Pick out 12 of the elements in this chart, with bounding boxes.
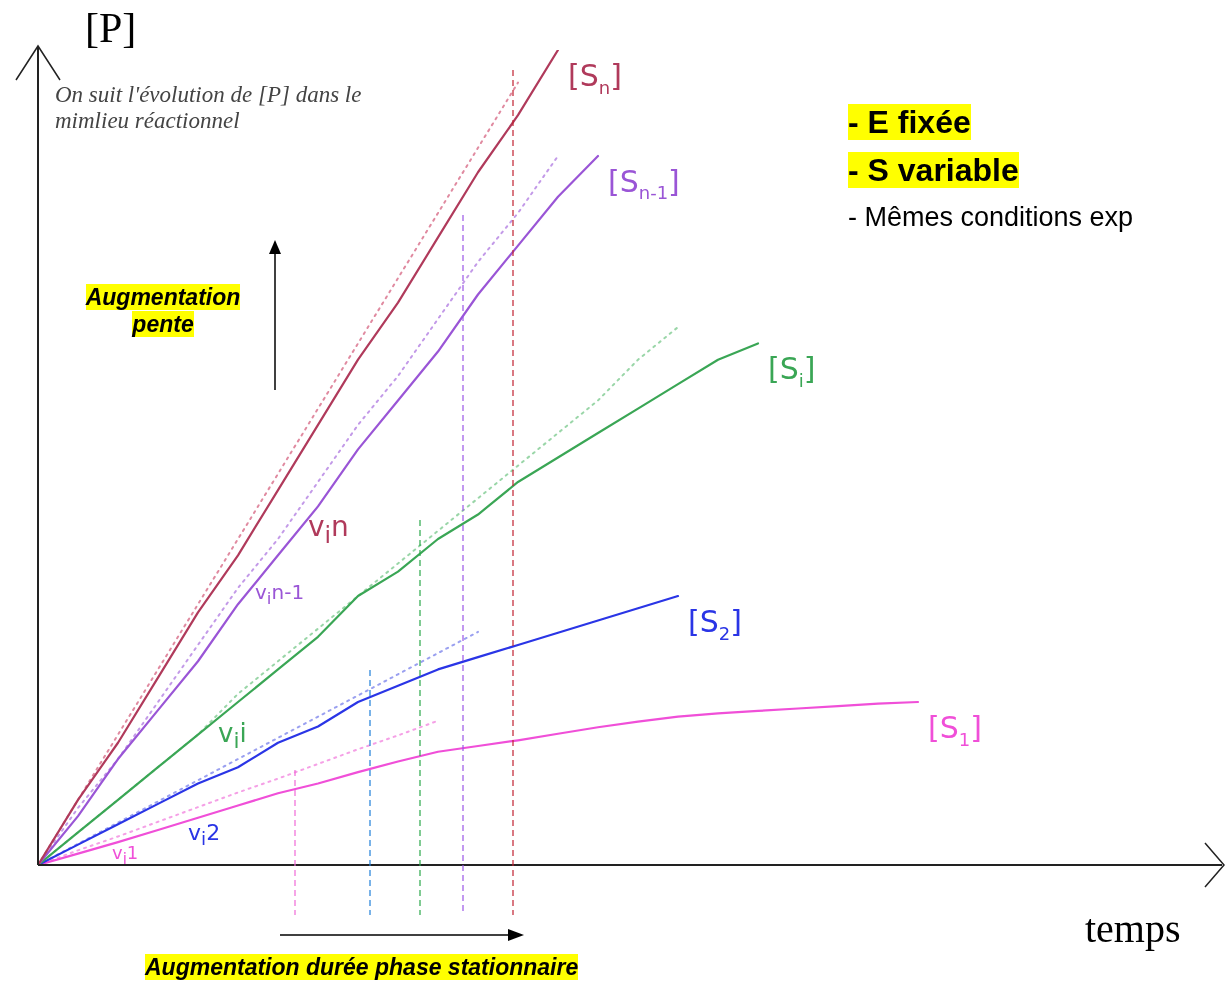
y-axis-title: [P] <box>85 5 137 51</box>
annotation: On suit l'évolution de [P] dans le mimlieu réactionnel <box>55 82 362 133</box>
annotation: v$_{i}$1 <box>112 842 139 868</box>
annotation: - E fixée <box>848 104 971 140</box>
annotation: v$_{i}$n-1 <box>255 580 305 608</box>
annotation: - S variable <box>848 152 1019 188</box>
annotation: - Mêmes conditions exp <box>848 202 1134 232</box>
text: Augmentation durée phase stationnaire <box>145 954 579 980</box>
x-axis-title: temps <box>1085 906 1181 951</box>
annotation: v$_{i}$i <box>218 718 247 754</box>
annotation: v$_{i}$n <box>308 510 349 549</box>
annotation: v$_{i}$2 <box>188 820 221 850</box>
